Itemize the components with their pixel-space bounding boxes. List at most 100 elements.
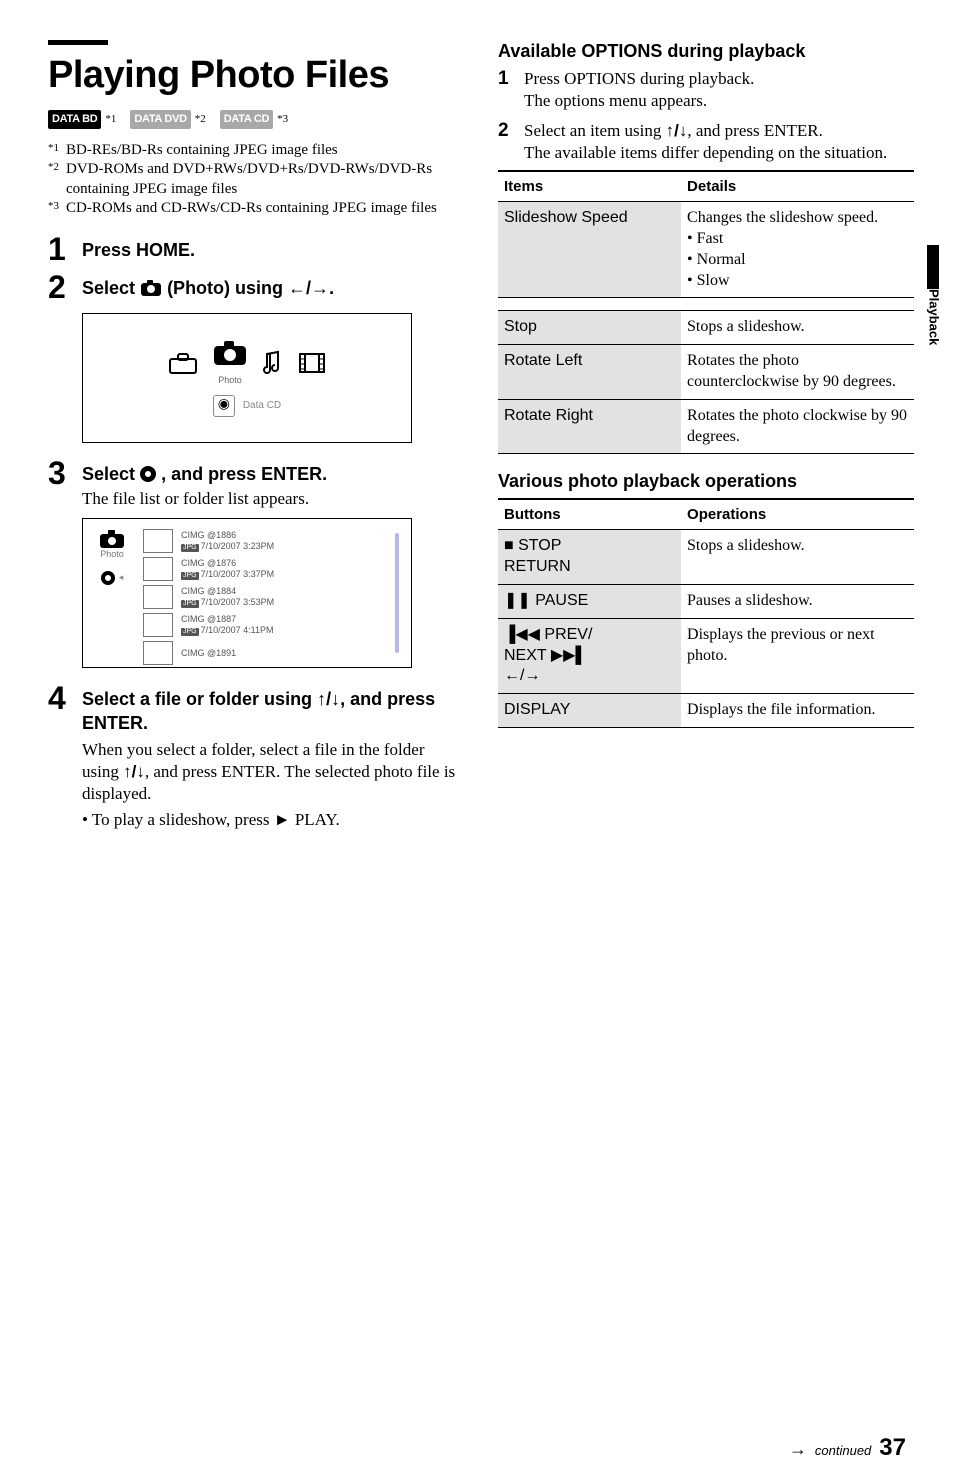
btn-r2v: Pauses a slideshow. [681, 584, 914, 618]
step-3-num: 3 [48, 457, 82, 489]
btn-r3k: ▐◀◀ PREV/ NEXT ▶▶▌ ←/→ [498, 618, 681, 693]
main-title: Playing Photo Files [48, 51, 464, 100]
badge-datadvd: DATA DVD [130, 110, 190, 128]
fn3-text: CD-ROMs and CD-RWs/CD-Rs containing JPEG… [66, 199, 464, 219]
file-row: CIMG @1884JPG7/10/2007 3:53PM [143, 585, 395, 609]
fn2-text: DVD-ROMs and DVD+RWs/DVD+Rs/DVD-RWs/DVD-… [66, 160, 464, 199]
rstep-2-arrows: ↑/↓ [666, 121, 688, 140]
fn3-mark: *3 [48, 199, 66, 219]
badge-row: DATA BD *1 DATA DVD *2 DATA CD *3 [48, 110, 464, 128]
table-row: StopStops a slideshow. [498, 311, 914, 345]
opt-r3k: Rotate Left [498, 345, 681, 400]
disc-dot-icon [140, 466, 156, 482]
title-rule [48, 40, 108, 45]
disc-dot-icon-small [101, 571, 115, 585]
step-2-post: (Photo) using [167, 278, 288, 298]
step-4-num: 4 [48, 682, 82, 714]
camera-icon [140, 279, 162, 297]
file-list-illustration: Photo ◂ CIMG @1886JPG7/10/2007 3:23PM CI… [82, 518, 412, 668]
fn1-text: BD-REs/BD-Rs containing JPEG image files [66, 141, 464, 161]
step-2: 2 Select (Photo) using ←/→. [48, 271, 464, 303]
step-2-dot: . [329, 278, 334, 298]
rstep-2: 2 Select an item using ↑/↓, and press EN… [498, 119, 914, 164]
step-1-num: 1 [48, 233, 82, 265]
btn-h1: Buttons [498, 499, 681, 530]
options-table: ItemsDetails Slideshow SpeedChanges the … [498, 170, 914, 455]
file-row: CIMG @1886JPG7/10/2007 3:23PM [143, 529, 395, 553]
file-name: CIMG @1884 [181, 586, 274, 597]
btn-r2k: ❚❚ PAUSE [498, 584, 681, 618]
footer: → continued 37 [789, 1432, 906, 1463]
step-4-pre: Select a file or folder using [82, 689, 317, 709]
step-3-pre: Select [82, 464, 140, 484]
table-row: ❚❚ PAUSEPauses a slideshow. [498, 584, 914, 618]
step-4-play: ► PLAY. [274, 810, 340, 829]
badge-sup3: *3 [277, 112, 288, 126]
various-title: Various photo playback operations [498, 470, 914, 493]
step-3-note: The file list or folder list appears. [82, 488, 464, 510]
continued-label: continued [815, 1443, 871, 1460]
toolbox-icon [168, 351, 198, 375]
btn-r3v: Displays the previous or next photo. [681, 618, 914, 693]
camera-icon-large [212, 339, 248, 367]
xmb-illustration: Photo ◉ Data CD [82, 313, 412, 443]
table-row: Rotate RightRotates the photo clockwise … [498, 399, 914, 454]
step-3: 3 Select , and press ENTER. The file lis… [48, 457, 464, 510]
rstep-2-tb: , and press ENTER. [687, 121, 823, 140]
table-row: Rotate LeftRotates the photo countercloc… [498, 345, 914, 400]
file-meta: 7/10/2007 3:53PM [201, 597, 275, 607]
table-row: ▐◀◀ PREV/ NEXT ▶▶▌ ←/→Displays the previ… [498, 618, 914, 693]
badge-sup1: *1 [105, 112, 116, 126]
file-name: CIMG @1891 [181, 648, 236, 659]
file-name: CIMG @1887 [181, 614, 274, 625]
film-icon [298, 352, 326, 374]
badge-databd: DATA BD [48, 110, 101, 128]
music-icon [262, 350, 284, 376]
file-meta: 7/10/2007 4:11PM [201, 625, 274, 635]
opt-h2: Details [681, 171, 914, 202]
buttons-table: ButtonsOperations ■ STOP RETURNStops a s… [498, 498, 914, 728]
step-4-arrows: ↑/↓ [317, 689, 340, 709]
file-row: CIMG @1891 [143, 641, 395, 665]
side-tab-label: Playback [925, 289, 942, 345]
rstep-1-t2: The options menu appears. [524, 90, 914, 112]
file-row: CIMG @1887JPG7/10/2007 4:11PM [143, 613, 395, 637]
table-row: ■ STOP RETURNStops a slideshow. [498, 530, 914, 585]
disc-label: Data CD [243, 399, 281, 412]
btn-r4v: Displays the file information. [681, 694, 914, 728]
opt-r1v: Changes the slideshow speed. • Fast • No… [681, 202, 914, 298]
rstep-1-num: 1 [498, 67, 524, 112]
step-1: 1 Press HOME. [48, 233, 464, 265]
step-2-arrows: ←/→ [288, 278, 329, 298]
rstep-2-ta: Select an item using [524, 121, 666, 140]
table-row: Slideshow SpeedChanges the slideshow spe… [498, 202, 914, 298]
opt-r4v: Rotates the photo clockwise by 90 degree… [681, 399, 914, 454]
btn-r4k: DISPLAY [498, 694, 681, 728]
step-2-pre: Select [82, 278, 140, 298]
rstep-1-t1: Press OPTIONS during playback. [524, 68, 914, 90]
rstep-1: 1 Press OPTIONS during playback. The opt… [498, 67, 914, 112]
table-row: DISPLAYDisplays the file information. [498, 694, 914, 728]
disc-icon: ◉ [213, 395, 235, 417]
step-3-post: , and press ENTER. [161, 464, 327, 484]
file-name: CIMG @1876 [181, 558, 274, 569]
fn1-mark: *1 [48, 141, 66, 161]
opt-r2v: Stops a slideshow. [681, 311, 914, 345]
footnotes: *1BD-REs/BD-Rs containing JPEG image fil… [48, 141, 464, 219]
opt-r4k: Rotate Right [498, 399, 681, 454]
available-options-title: Available OPTIONS during playback [498, 40, 914, 63]
xmb-photo-label: Photo [212, 375, 248, 387]
side-tab: Playback [918, 245, 948, 345]
step-1-heading: Press HOME. [82, 240, 195, 260]
camera-icon-small [99, 529, 125, 549]
badge-datacd: DATA CD [220, 110, 273, 128]
badge-sup2: *2 [195, 112, 206, 126]
file-meta: 7/10/2007 3:37PM [201, 569, 275, 579]
continued-arrow-icon: → [789, 1438, 807, 1461]
btn-r1v: Stops a slideshow. [681, 530, 914, 585]
btn-h2: Operations [681, 499, 914, 530]
opt-r2k: Stop [498, 311, 681, 345]
step-4: 4 Select a file or folder using ↑/↓, and… [48, 682, 464, 831]
step-4-p1arrows: ↑/↓ [123, 762, 145, 781]
file-meta: 7/10/2007 3:23PM [201, 541, 275, 551]
